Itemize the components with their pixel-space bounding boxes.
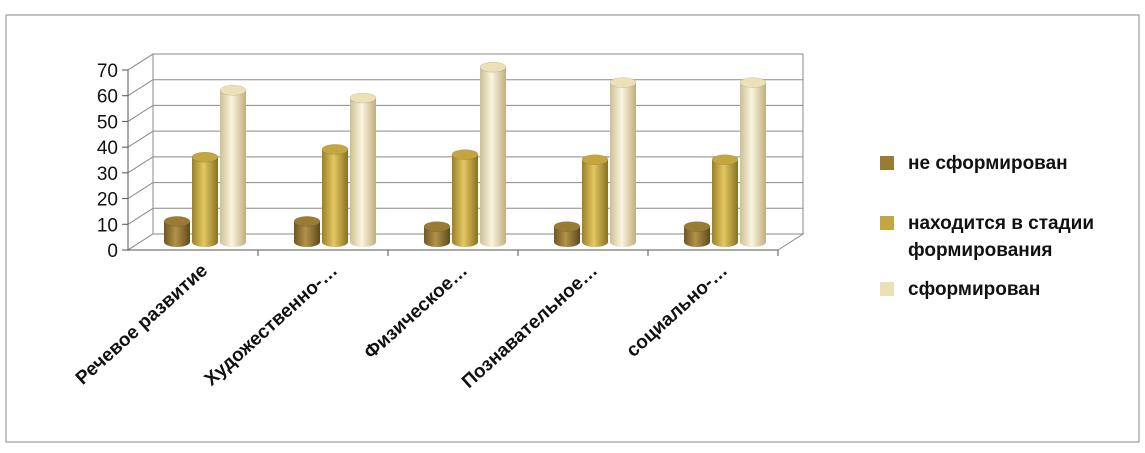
legend-item-not-formed: не сформирован bbox=[880, 150, 1140, 177]
bar-body bbox=[220, 90, 246, 248]
bar bbox=[349, 92, 377, 247]
bar-top bbox=[739, 77, 767, 88]
legend-item-formed: сформирован bbox=[880, 276, 1140, 303]
legend-swatch bbox=[880, 282, 894, 296]
x-tick-label: Речевое развитие bbox=[72, 260, 212, 389]
bar-body bbox=[480, 67, 506, 248]
gridline bbox=[127, 207, 154, 225]
bar bbox=[609, 77, 637, 247]
bar bbox=[553, 221, 581, 247]
bar-body bbox=[164, 221, 190, 247]
y-tick-label: 10 bbox=[97, 215, 118, 236]
y-tick-label: 30 bbox=[97, 164, 118, 185]
y-tick-label: 60 bbox=[97, 87, 118, 108]
bar bbox=[293, 216, 321, 247]
chart-border bbox=[5, 14, 1140, 443]
gridline bbox=[127, 53, 154, 71]
y-tick-label: 40 bbox=[97, 138, 118, 159]
x-tick-label: Познавательное… bbox=[458, 260, 602, 393]
bar-top bbox=[349, 92, 377, 104]
bar-top bbox=[711, 154, 739, 166]
x-tick-label: Физическое… bbox=[360, 260, 472, 364]
bar bbox=[219, 84, 247, 248]
bar bbox=[191, 151, 219, 247]
bar bbox=[163, 216, 191, 247]
bar-top bbox=[609, 77, 637, 88]
legend-item-forming: находится в стадии формирования bbox=[880, 210, 1140, 264]
y-tick-label: 50 bbox=[97, 112, 118, 133]
bar bbox=[451, 149, 479, 247]
gridline bbox=[127, 130, 154, 148]
side-wall bbox=[127, 53, 154, 251]
bar-body bbox=[712, 159, 738, 247]
gridline bbox=[127, 156, 154, 174]
legend-label: находится в стадии формирования bbox=[908, 213, 1095, 261]
bar-body bbox=[424, 226, 450, 247]
bar-body bbox=[610, 82, 636, 247]
bar-body bbox=[582, 159, 608, 247]
bar bbox=[423, 221, 451, 247]
bar-top bbox=[423, 221, 451, 232]
bar bbox=[683, 221, 711, 247]
bar-body bbox=[294, 221, 320, 247]
bar-body bbox=[684, 226, 710, 247]
bar-top bbox=[553, 221, 581, 232]
bar bbox=[479, 61, 507, 248]
bar-body bbox=[350, 98, 376, 247]
gridline bbox=[127, 79, 154, 97]
bar bbox=[711, 154, 739, 247]
y-axis: 0 10 20 30 40 50 60 70 bbox=[97, 61, 779, 262]
bar-top bbox=[293, 216, 321, 227]
bar-top bbox=[451, 149, 479, 160]
x-tick-label: Художественно-… bbox=[201, 260, 342, 390]
bar-top bbox=[219, 84, 247, 96]
bar-body bbox=[554, 226, 580, 247]
y-tick-label: 0 bbox=[107, 241, 118, 262]
gridline bbox=[127, 105, 154, 122]
bar bbox=[739, 77, 767, 247]
chart-walls bbox=[126, 53, 805, 251]
bar-top bbox=[321, 144, 349, 155]
bar-body bbox=[452, 154, 478, 247]
legend-swatch bbox=[880, 156, 894, 170]
x-tick-label: социально-… bbox=[623, 260, 732, 361]
bar bbox=[321, 144, 349, 247]
legend-swatch bbox=[880, 216, 894, 230]
bars bbox=[163, 61, 767, 248]
bar-body bbox=[322, 149, 348, 247]
bar-body bbox=[192, 157, 218, 247]
legend-label: не сформирован bbox=[908, 153, 1068, 174]
legend: не сформирован находится в стадии формир… bbox=[880, 150, 1140, 303]
y-tick-label: 20 bbox=[97, 190, 118, 211]
legend-label: сформирован bbox=[908, 279, 1041, 300]
bar-top bbox=[683, 221, 711, 232]
bar-top bbox=[479, 61, 507, 73]
bar bbox=[581, 154, 609, 247]
bar-top bbox=[191, 151, 219, 163]
gridline bbox=[127, 182, 154, 199]
bar-body bbox=[740, 82, 766, 247]
bar-top bbox=[163, 216, 191, 227]
bar-top bbox=[581, 154, 609, 166]
y-tick-label: 70 bbox=[97, 61, 118, 82]
